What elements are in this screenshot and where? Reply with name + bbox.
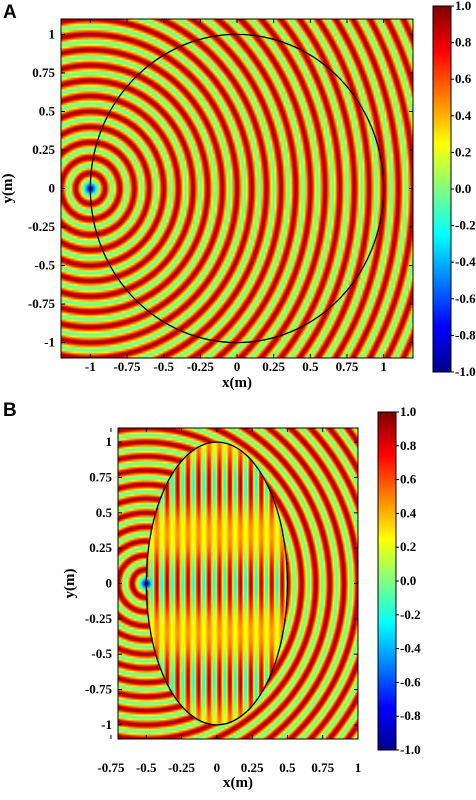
y-tick-label: -0.5 [34, 258, 55, 273]
y-tick-label: -1 [44, 335, 55, 350]
x-axis-label: x(m) [223, 775, 253, 791]
y-tick-label: 0.75 [89, 469, 112, 484]
colorbar-tick-label: 0.6 [400, 472, 417, 487]
colorbar-tick-label: 0.2 [455, 144, 471, 159]
x-tick-label: 0 [234, 359, 241, 374]
colorbar-tick-label: -0.8 [455, 327, 476, 342]
field-raster [118, 428, 358, 739]
colorbar-tick-label: -1.0 [400, 742, 421, 757]
colorbar-tick-label: -0.8 [400, 708, 421, 723]
x-tick-label: -0.75 [97, 760, 125, 775]
colorbar [377, 411, 397, 751]
colorbar-tick-label: 1.0 [400, 404, 416, 419]
colorbar-tick-label: 0.0 [455, 181, 471, 196]
colorbar-tick-label: -0.4 [400, 641, 421, 656]
x-tick-label: -0.5 [136, 760, 157, 775]
boundary-circle [89, 33, 385, 344]
colorbar-tick-label: -0.6 [400, 674, 421, 689]
x-tick-label: 0 [214, 760, 221, 775]
colorbar-tick-label: 0.0 [400, 573, 416, 588]
colorbar-tick-label: 0.4 [400, 505, 417, 520]
colorbar-tick-label: 1.0 [455, 0, 471, 13]
y-tick-label: 0.75 [32, 65, 55, 80]
heatmap-panel-a: -1 -0.75 -0.5 -0.25 0 0.25 0.5 0.75 1 1 0.75 0.5 0.2… [0, 0, 476, 391]
x-axis-label: x(m) [222, 375, 252, 391]
x-tick-label: 0.25 [262, 359, 285, 374]
x-tick-label: 0.5 [302, 359, 319, 374]
y-tick-label: 0.5 [39, 103, 56, 118]
x-tick-label: 1 [380, 359, 387, 374]
y-tick-label: 1 [49, 26, 56, 41]
x-tick-label: -1 [85, 359, 96, 374]
y-tick-label: -1 [101, 717, 112, 732]
boundary-ellipse [145, 441, 289, 726]
x-tick-label: 1 [355, 760, 362, 775]
colorbar-tick-label: 0.8 [455, 35, 472, 50]
y-tick-label: -0.25 [85, 611, 113, 626]
colorbar-tick-label: 0.4 [455, 108, 472, 123]
y-tick-label: 0 [49, 181, 56, 196]
colorbar-tick-label: 0.6 [455, 71, 472, 86]
y-axis-label: y(m) [0, 174, 16, 204]
colorbar-tick-label: 0.8 [400, 438, 417, 453]
x-tick-label: -0.75 [113, 359, 141, 374]
x-tick-label: -0.25 [187, 359, 215, 374]
y-tick-label: -0.25 [28, 219, 56, 234]
x-tick-label: -0.25 [168, 760, 196, 775]
y-tick-label: 0.25 [32, 142, 55, 157]
panel-letter-b: B [3, 400, 17, 421]
y-tick-label: -0.75 [85, 682, 113, 697]
colorbar-tick-label: -0.4 [455, 254, 476, 269]
y-tick-label: 0 [106, 576, 113, 591]
y-tick-label: -0.5 [91, 646, 112, 661]
colorbar [432, 5, 452, 373]
colorbar-tick-label: -1.0 [455, 364, 476, 379]
y-tick-label: -0.75 [28, 296, 56, 311]
x-tick-label: 0.75 [336, 359, 359, 374]
x-tick-label: -0.5 [153, 359, 174, 374]
x-tick-label: 0.25 [241, 760, 264, 775]
y-tick-label: 0.25 [89, 540, 112, 555]
colorbar-tick-label: -0.6 [455, 291, 476, 306]
colorbar-tick-label: -0.2 [455, 218, 476, 233]
x-tick-label: 0.5 [279, 760, 296, 775]
y-tick-label: 0.5 [96, 505, 113, 520]
y-tick-label: 1 [106, 434, 113, 449]
colorbar-tick-label: 0.2 [400, 539, 416, 554]
field-raster [61, 19, 413, 358]
heatmap-panel-b: -0.75 -0.5 -0.25 0 0.25 0.5 0.75 1 1 0.75 0.5 0.25 0… [62, 404, 421, 791]
x-tick-label: 0.75 [311, 760, 334, 775]
colorbar-tick-label: -0.2 [400, 607, 421, 622]
panel-letter-a: A [3, 2, 17, 23]
y-axis-label: y(m) [62, 569, 78, 599]
